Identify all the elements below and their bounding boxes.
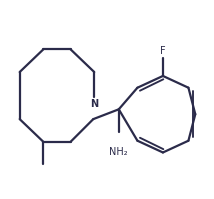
Text: N: N — [90, 100, 98, 109]
Text: NH₂: NH₂ — [109, 147, 128, 157]
Text: F: F — [160, 46, 166, 57]
